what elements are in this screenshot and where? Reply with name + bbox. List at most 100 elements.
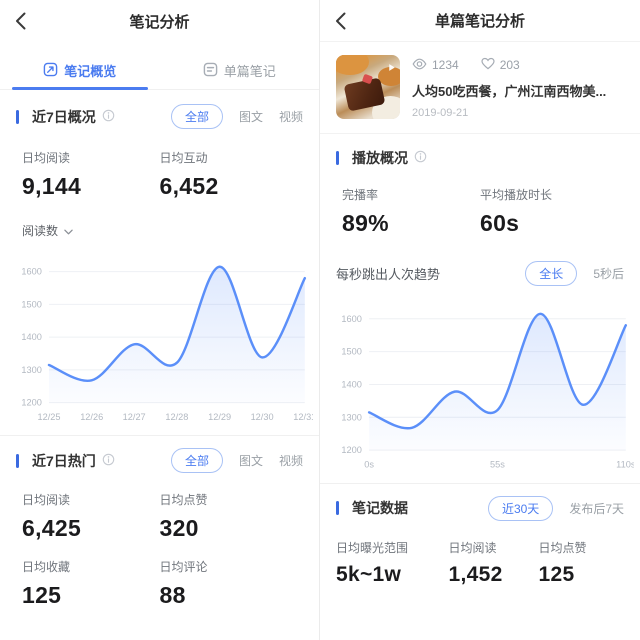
section-bar [336,501,339,516]
chevron-down-icon [64,224,73,238]
hot-stats-row1: 日均阅读 6,425 日均点赞 320 [0,491,319,542]
note-card[interactable]: 1234 203 人均50吃西餐，广州江南西物美... 2019-09-21 [320,42,640,134]
svg-text:1600: 1600 [21,267,41,277]
info-icon[interactable] [102,453,115,469]
likes-value: 203 [499,58,520,72]
stat-label: 日均阅读 [22,493,71,508]
filter-image-text[interactable]: 图文 [238,454,263,469]
thumbnail-food-shape [336,55,370,76]
metric-selector-label: 阅读数 [22,224,59,238]
screen-note-analysis: 笔记分析 笔记概览 单篇笔记 近7日概况 [0,0,320,640]
eye-icon [412,58,427,73]
section-title: 近7日概况 [16,107,115,127]
filter-full-length[interactable]: 全长 [525,261,578,286]
section-title: 播放概况 [336,148,427,168]
section-title-text: 笔记数据 [352,500,408,517]
metric-selector[interactable]: 阅读数 [0,222,319,239]
stat-value: 320 [159,515,199,542]
screen-single-note-analysis: 单篇笔记分析 1234 [320,0,640,640]
section-bar [336,151,339,165]
stat-avg-reads: 日均阅读 1,452 [449,539,539,587]
svg-text:12/31: 12/31 [293,412,313,422]
stat-avg-play-duration: 平均播放时长 60s [480,186,618,237]
page-title: 单篇笔记分析 [434,13,525,30]
note-data-stats: 日均曝光范围 5k~1w 日均阅读 1,452 日均点赞 125 [320,539,640,587]
back-icon[interactable] [335,11,355,31]
divider [320,482,640,484]
play-section-header: 播放概况 [320,148,640,168]
stat-label: 日均评论 [159,560,208,575]
filter-after-5s[interactable]: 5秒后 [593,267,624,281]
stat-value: 125 [538,562,575,586]
divider [0,435,319,437]
note-thumbnail [336,55,400,119]
note-data-section-header: 笔记数据 近30天 发布后7天 [320,495,640,521]
stat-label: 日均点赞 [159,493,208,508]
overview-filters: 全部 图文 视频 [170,104,303,129]
tab-label: 笔记概览 [64,64,117,79]
stat-value: 1,452 [448,562,503,586]
svg-text:1300: 1300 [21,365,41,375]
stat-label: 完播率 [342,188,379,202]
note-title: 人均50吃西餐，广州江南西物美... [412,84,607,99]
svg-text:1500: 1500 [21,299,41,309]
stat-label: 日均收藏 [22,560,71,575]
stat-label: 日均曝光范围 [336,540,409,555]
stat-avg-exposure-range: 日均曝光范围 5k~1w [336,539,449,587]
trend-title: 每秒跳出人次趋势 [336,267,441,282]
stat-value: 9,144 [22,173,82,199]
stat-value: 6,452 [159,173,219,199]
section-title: 近7日热门 [16,451,115,471]
stat-avg-interactions: 日均互动 6,452 [160,149,298,200]
likes-count: 203 [481,57,520,73]
trend-filters: 全长 5秒后 [525,261,624,286]
svg-text:1200: 1200 [341,445,362,455]
section-title-text: 播放概况 [352,150,408,166]
svg-text:1300: 1300 [341,412,362,422]
filter-image-text[interactable]: 图文 [238,110,263,124]
note-meta: 1234 203 [412,57,624,73]
tab-single-note[interactable]: 单篇笔记 [160,52,320,89]
svg-text:12/30: 12/30 [251,412,274,422]
svg-text:110s: 110s [616,460,634,470]
svg-text:1400: 1400 [21,332,41,342]
filter-7-days-after-publish[interactable]: 发布后7天 [569,501,624,516]
stat-value: 5k~1w [336,562,402,586]
back-icon[interactable] [15,11,35,31]
heart-icon [481,57,495,73]
info-icon[interactable] [414,150,427,166]
note-data-filters: 近30天 发布后7天 [487,495,624,521]
stat-label: 日均点赞 [538,540,587,555]
svg-text:1500: 1500 [341,347,362,357]
stat-value: 60s [480,210,520,236]
stat-label: 平均播放时长 [480,188,553,202]
stat-label: 日均互动 [159,151,208,165]
filter-video[interactable]: 视频 [278,454,303,469]
bounce-trend-header: 每秒跳出人次趋势 全长 5秒后 [320,261,640,286]
svg-text:12/29: 12/29 [208,412,231,422]
svg-text:12/25: 12/25 [37,412,60,422]
note-info: 1234 203 人均50吃西餐，广州江南西物美... 2019-09-21 [412,55,624,119]
stat-avg-likes: 日均点赞 125 [539,539,625,587]
filter-all[interactable]: 全部 [170,448,223,474]
filter-video[interactable]: 视频 [278,110,303,124]
hot-stats-row2: 日均收藏 125 日均评论 88 [0,558,319,609]
tab-label: 单篇笔记 [223,64,276,79]
svg-text:1600: 1600 [341,314,362,324]
hot-filters: 全部 图文 视频 [170,448,303,474]
filter-all[interactable]: 全部 [170,104,223,129]
stat-value: 6,425 [22,515,82,542]
stat-value: 125 [22,582,62,609]
svg-text:55s: 55s [490,460,505,470]
overview-stats: 日均阅读 9,144 日均互动 6,452 [0,149,319,200]
play-stats: 完播率 89% 平均播放时长 60s [320,186,640,237]
stat-avg-comments: 日均评论 88 [160,558,298,609]
filter-last-30-days[interactable]: 近30天 [487,495,554,521]
info-icon[interactable] [102,109,115,125]
hot-section-header: 近7日热门 全部 图文 视频 [0,448,319,474]
stat-value: 89% [342,210,389,236]
overview-section-header: 近7日概况 全部 图文 视频 [0,104,319,129]
section-title-text: 近7日概况 [32,108,96,125]
views-count: 1234 [412,58,459,73]
tab-note-overview[interactable]: 笔记概览 [0,52,160,90]
